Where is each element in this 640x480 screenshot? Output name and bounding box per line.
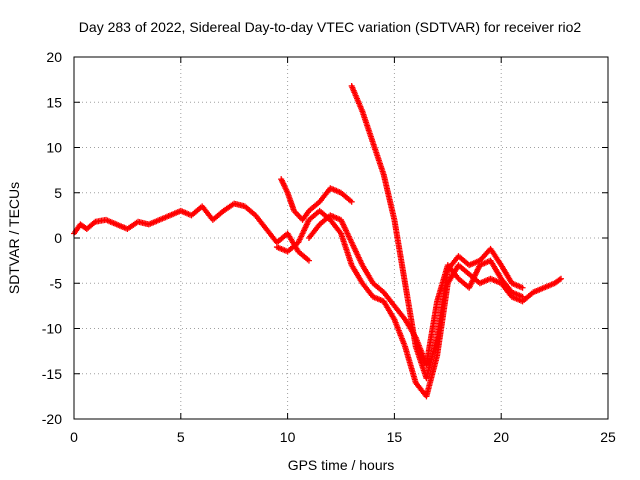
y-tick-label: -5 [50, 275, 63, 291]
data-point [305, 257, 312, 264]
ticks: 0 5 10 15 20 25 -20 -15 -10 -5 0 5 10 15 20 [42, 49, 616, 445]
data-point [348, 198, 355, 205]
x-axis-label: GPS time / hours [288, 457, 395, 473]
data-point [519, 284, 526, 291]
y-tick-label: 15 [46, 94, 62, 110]
x-tick-label: 0 [70, 429, 78, 445]
y-axis-label: SDTVAR / TECUs [6, 182, 22, 294]
x-tick-label: 10 [280, 429, 296, 445]
series-track-b [273, 207, 565, 400]
y-tick-label: 20 [46, 49, 62, 65]
plot-frame [73, 56, 609, 420]
data-point [519, 293, 526, 300]
y-tick-label: 10 [46, 140, 62, 156]
series-track-a [278, 176, 355, 223]
data-points [71, 82, 565, 400]
y-tick-label: -15 [42, 366, 62, 382]
x-tick-label: 25 [600, 429, 616, 445]
y-tick-label: 5 [54, 185, 62, 201]
y-tick-label: 0 [54, 230, 62, 246]
y-tick-label: -20 [42, 411, 62, 427]
x-tick-label: 5 [177, 429, 185, 445]
chart-title: Day 283 of 2022, Sidereal Day-to-day VTE… [79, 19, 582, 35]
data-point [558, 275, 565, 282]
x-tick-label: 20 [493, 429, 509, 445]
data-point [556, 276, 563, 283]
series-track-early [71, 200, 312, 264]
x-tick-label: 15 [387, 429, 403, 445]
series-track-d [348, 82, 526, 382]
y-tick-label: -10 [42, 321, 62, 337]
